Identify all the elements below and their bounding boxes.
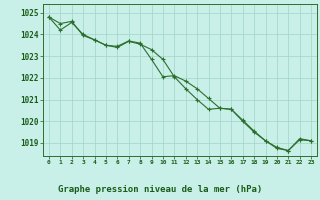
- Text: Graphe pression niveau de la mer (hPa): Graphe pression niveau de la mer (hPa): [58, 185, 262, 194]
